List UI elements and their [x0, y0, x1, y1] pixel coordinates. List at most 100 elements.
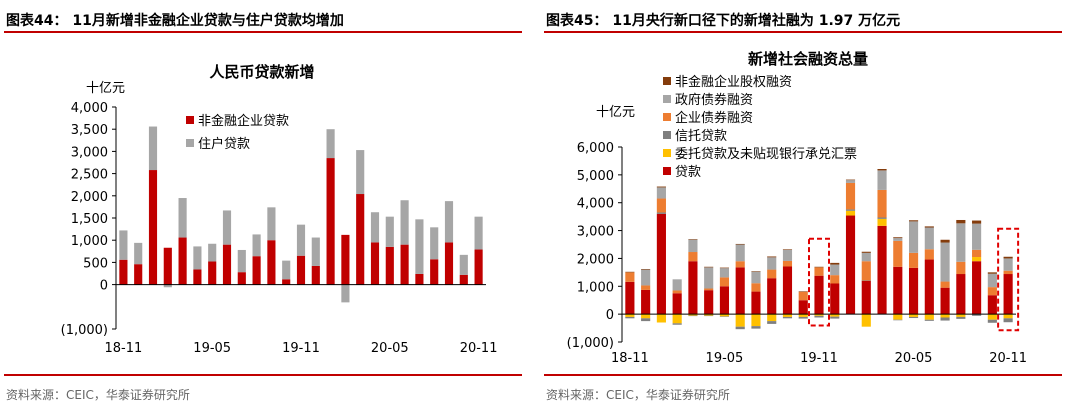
legend-label: 非金融企业股权融资	[675, 74, 792, 90]
bar-4-2020-01	[845, 180, 856, 183]
bar-0-2020-07	[415, 273, 424, 285]
bar-5-2020-02	[861, 251, 871, 253]
bar-2-2020-06	[924, 319, 934, 321]
bar-0-2019-06	[222, 244, 232, 285]
bar-0-2019-04	[193, 269, 202, 285]
bar-3-2019-10	[798, 291, 808, 301]
bar-1-2020-08	[430, 227, 439, 260]
bar-0-2018-12	[641, 289, 651, 315]
bar-0-2019-08	[252, 256, 261, 285]
bar-1-2019-04	[193, 246, 202, 270]
bar-1-2018-12	[641, 314, 651, 319]
bar-5-2019-04	[704, 266, 714, 268]
y-tick-label: 3,500	[71, 123, 108, 138]
footer-divider	[544, 374, 1062, 376]
bar-4-2020-05	[908, 221, 919, 253]
bar-3-2020-04	[893, 240, 903, 267]
bar-1-2019-06	[735, 314, 745, 327]
bar-1-2020-11	[1003, 314, 1013, 319]
bar-5-2019-11	[814, 266, 824, 268]
bar-2-2020-03	[877, 217, 887, 219]
bar-3-2019-04	[704, 288, 714, 291]
bar-4-2019-07	[751, 271, 761, 284]
bar-2-2020-10	[987, 319, 997, 323]
bar-2-2020-01	[845, 209, 856, 211]
x-tick-label: 19-11	[282, 341, 320, 356]
bar-4-2020-06	[924, 227, 934, 250]
bar-1-2019-08	[767, 314, 777, 322]
bar-4-2020-11	[1003, 258, 1013, 271]
bar-3-2019-08	[767, 269, 777, 279]
bar-1-2019-12	[830, 314, 840, 317]
bar-1-2020-07	[415, 219, 424, 274]
panel-right: 图表45： 11月央行新口径下的新增社融为 1.97 万亿元 新增社会融资总量十…	[540, 0, 1080, 414]
bar-1-2019-06	[222, 210, 232, 245]
bar-2-2019-10	[798, 316, 808, 319]
bar-4-2019-12	[830, 264, 840, 276]
bar-1-2019-11	[814, 314, 824, 316]
bar-1-2019-05	[719, 314, 730, 317]
bar-5-2020-11	[1003, 256, 1013, 259]
bar-2-2019-04	[704, 315, 714, 317]
bar-0-2020-04	[370, 242, 380, 285]
bar-1-2020-09	[444, 201, 454, 243]
legend-label: 住户贷款	[198, 136, 250, 152]
y-axis-unit: 十亿元	[596, 105, 635, 120]
bar-0-2020-03	[877, 225, 887, 315]
bar-0-2018-12	[134, 264, 143, 285]
bar-5-2019-07	[751, 271, 761, 272]
bar-1-2019-07	[751, 314, 761, 327]
bar-0-2019-10	[798, 300, 808, 315]
bar-2-2020-09	[972, 314, 982, 316]
bar-5-2019-01	[656, 186, 666, 188]
legend-label: 企业债券融资	[675, 110, 753, 126]
bar-4-2019-01	[656, 187, 666, 199]
title-divider	[4, 31, 522, 33]
x-tick-label: 19-05	[193, 341, 231, 356]
bar-0-2019-08	[767, 278, 777, 315]
legend-swatch	[663, 167, 671, 175]
bar-5-2019-09	[782, 249, 793, 250]
bar-4-2020-10	[987, 273, 997, 288]
legend-swatch	[663, 95, 671, 103]
bar-0-2020-05	[908, 267, 919, 315]
bar-5-2020-04	[893, 237, 903, 239]
bar-0-2019-01	[148, 170, 158, 285]
bar-2-2019-12	[830, 316, 840, 319]
bar-0-2020-11	[474, 249, 483, 285]
y-tick-label: 2,500	[71, 168, 108, 183]
bar-2-2019-07	[751, 326, 761, 329]
bar-1-2019-07	[237, 249, 246, 273]
bar-4-2020-08	[956, 223, 966, 262]
legend-swatch	[663, 113, 671, 121]
x-tick-label: 19-05	[706, 351, 744, 366]
bar-2-2020-07	[940, 317, 950, 321]
bar-0-2020-08	[956, 274, 966, 315]
x-tick-label: 19-11	[800, 351, 838, 366]
x-tick-label: 20-11	[989, 351, 1027, 366]
bar-3-2020-01	[845, 182, 856, 210]
bar-4-2020-03	[877, 170, 887, 190]
bar-0-2018-11	[119, 259, 128, 285]
bar-1-2020-10	[987, 314, 997, 320]
bar-1-2019-01	[656, 314, 666, 323]
y-tick-label: 5,000	[577, 169, 614, 184]
bar-1-2019-10	[798, 314, 808, 317]
bar-2-2020-08	[956, 316, 966, 319]
bar-0-2019-05	[719, 286, 730, 315]
highlight-box	[808, 237, 830, 327]
bar-5-2020-07	[940, 239, 950, 243]
legend-swatch	[663, 77, 671, 85]
bar-1-2020-10	[459, 254, 468, 275]
bar-3-2019-11	[814, 267, 824, 276]
bar-0-2019-03	[688, 261, 698, 315]
bar-3-2019-05	[719, 277, 730, 287]
bar-1-2020-03	[356, 150, 365, 195]
bar-3-2018-11	[625, 272, 635, 282]
legend-swatch	[186, 116, 194, 124]
y-tick-label: 2,000	[577, 252, 614, 267]
bar-1-2020-02	[341, 284, 350, 303]
bar-3-2019-12	[830, 275, 840, 284]
bar-4-2019-05	[719, 268, 730, 278]
